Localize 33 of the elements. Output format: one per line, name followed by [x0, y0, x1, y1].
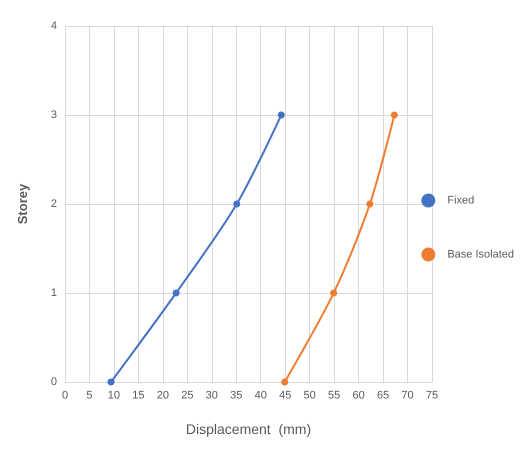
x-tick-label: 65: [376, 390, 390, 402]
x-tick-label: 35: [230, 390, 242, 402]
x-tick-label: 60: [352, 390, 365, 402]
point: [366, 200, 374, 208]
legend-label: Fixed: [447, 194, 474, 206]
x-tick-label: 15: [132, 390, 145, 402]
x-tick-label: 25: [181, 390, 194, 402]
y-tick-label: 3: [50, 109, 57, 121]
legend-label: Base Isolated: [447, 248, 514, 260]
y-tick-label: 0: [50, 376, 57, 388]
y-axis-title: Storey: [15, 183, 30, 224]
x-tick-label: 30: [206, 390, 218, 402]
x-tick-label: 0: [62, 390, 68, 402]
x-tick-label: 40: [254, 390, 267, 402]
x-tick-label: 50: [304, 390, 316, 402]
y-tick-label: 4: [50, 20, 57, 32]
point: [278, 112, 285, 118]
point: [172, 290, 180, 296]
point: [281, 378, 288, 386]
x-axis-title: Displacement (mm): [186, 421, 312, 437]
x-tick-label: 55: [328, 390, 340, 402]
x-tick-label: 70: [401, 390, 414, 402]
x-tick-label: 75: [426, 390, 438, 402]
y-tick-label: 1: [50, 287, 57, 299]
x-tick-label: 5: [86, 390, 93, 402]
point: [330, 290, 338, 296]
y-tick-label: 2: [50, 198, 57, 210]
x-tick-label: 45: [279, 390, 292, 402]
x-tick-label: 20: [156, 390, 169, 402]
point: [233, 200, 240, 208]
point: [108, 378, 114, 386]
x-tick-label: 10: [108, 390, 120, 402]
point: [390, 112, 398, 118]
